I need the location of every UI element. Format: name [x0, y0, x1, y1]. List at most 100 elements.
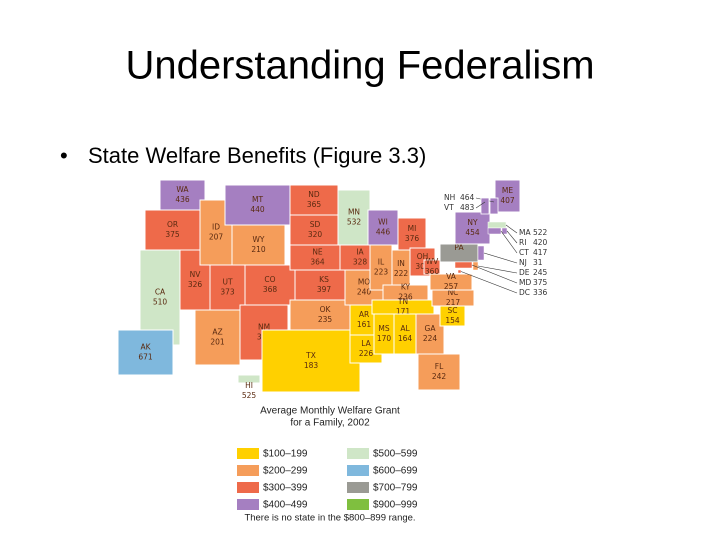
state-region	[117, 329, 174, 376]
state-name: PA	[454, 243, 464, 252]
legend-swatch	[347, 482, 369, 493]
state-region	[261, 329, 361, 393]
state-name: GA	[425, 324, 437, 333]
state-name: WI	[378, 218, 388, 227]
state-value: 171	[396, 307, 411, 316]
state-value: 161	[357, 320, 372, 329]
state-name: WV	[426, 257, 439, 266]
state-region	[139, 249, 181, 346]
state-name: MO	[358, 278, 370, 287]
state-name: KS	[319, 275, 329, 284]
state-name: HI	[245, 381, 253, 390]
state-name: ME	[502, 186, 513, 195]
callout-name: VT	[444, 203, 454, 212]
callout-name: MD	[519, 278, 531, 287]
callout-name: DE	[519, 268, 530, 277]
state-name: OK	[320, 305, 332, 314]
legend-label: $600–699	[373, 466, 418, 477]
state-name: VA	[446, 272, 457, 281]
state-name: MT	[252, 195, 263, 204]
state-region	[494, 179, 521, 213]
state-region	[237, 374, 261, 384]
callout-name: CT	[519, 248, 529, 257]
leader-line	[477, 265, 518, 274]
state-region	[397, 217, 427, 251]
callout-name: NH	[444, 193, 455, 202]
state-value: 373	[220, 288, 235, 297]
state-value: 164	[398, 334, 413, 343]
state-name: LA	[361, 339, 371, 348]
state-value: 201	[210, 338, 225, 347]
state-value: 326	[188, 280, 203, 289]
legend-label: $700–799	[373, 483, 418, 494]
legend-swatch	[347, 448, 369, 459]
state-region	[480, 197, 490, 215]
legend-label: $900–999	[373, 500, 418, 511]
state-name: CO	[264, 275, 275, 284]
legend-label: $500–599	[373, 449, 418, 460]
state-value: 240	[357, 288, 372, 297]
state-name: IN	[397, 259, 405, 268]
state-name: OR	[167, 220, 178, 229]
state-value: 226	[359, 349, 374, 358]
state-region	[423, 259, 441, 275]
state-name: TN	[397, 297, 408, 306]
state-name: UT	[222, 278, 232, 287]
legend-label: $100–199	[263, 449, 308, 460]
leader-line	[500, 230, 518, 254]
legend-note: There is no state in the $800–899 range.	[244, 513, 415, 524]
state-name: KY	[401, 283, 411, 292]
state-region	[289, 184, 339, 216]
callout-value: 464	[460, 193, 475, 202]
state-region	[429, 273, 473, 291]
legend-label: $200–299	[263, 466, 308, 477]
state-value: 170	[377, 334, 392, 343]
state-region	[477, 245, 485, 261]
legend-title: for a Family, 2002	[290, 418, 370, 429]
state-value: 183	[304, 361, 319, 370]
leader-line	[505, 224, 518, 234]
legend-swatch	[237, 465, 259, 476]
state-name: NC	[448, 288, 459, 297]
leader-line	[471, 264, 518, 284]
state-name: NE	[312, 248, 323, 257]
legend-swatch	[347, 499, 369, 510]
callout-name: NJ	[519, 258, 527, 267]
callout-value: 420	[533, 238, 548, 247]
state-value: 224	[423, 334, 438, 343]
legend-swatch	[237, 499, 259, 510]
callout-name: RI	[519, 238, 526, 247]
callout-value: 336	[533, 288, 548, 297]
legend-swatch	[237, 482, 259, 493]
state-name: MS	[378, 324, 389, 333]
callout-value: 417	[533, 248, 548, 257]
state-value: 360	[425, 267, 440, 276]
state-region	[159, 179, 206, 211]
state-name: FL	[435, 362, 444, 371]
leader-line	[506, 230, 518, 244]
state-region	[487, 227, 502, 235]
state-value: 375	[165, 230, 180, 239]
state-name: SC	[448, 306, 458, 315]
state-value: 217	[446, 298, 461, 307]
state-region	[487, 221, 507, 229]
state-region	[289, 244, 346, 271]
state-value: 510	[153, 298, 168, 307]
state-name: WY	[253, 235, 265, 244]
state-region	[224, 184, 291, 226]
callout-value: 375	[533, 278, 548, 287]
state-name: MN	[348, 208, 360, 217]
legend-swatch	[347, 465, 369, 476]
state-region	[457, 269, 462, 274]
state-value: 368	[263, 285, 278, 294]
legend-swatch	[237, 448, 259, 459]
state-region	[194, 309, 241, 366]
state-value: 397	[317, 285, 332, 294]
leader-line	[460, 271, 518, 294]
state-region	[337, 189, 371, 246]
state-name: SD	[310, 220, 321, 229]
state-region	[367, 209, 399, 246]
state-value: 320	[308, 230, 323, 239]
